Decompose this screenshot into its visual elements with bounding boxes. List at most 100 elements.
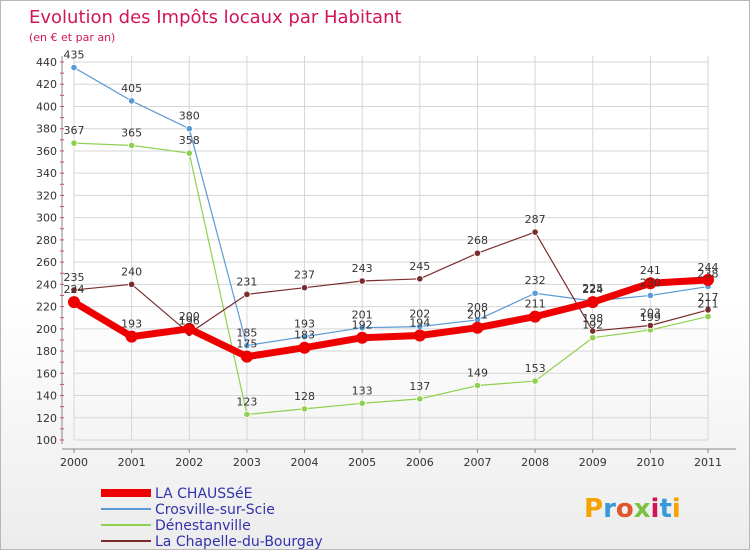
x-tick-label: 2004	[291, 456, 319, 469]
data-label: 202	[409, 308, 430, 321]
data-label: 196	[179, 314, 200, 327]
data-labels: 435 405 380 185 193 201 202 208 232 225 230 238 367 3…	[64, 49, 719, 409]
y-tick-label: 200	[36, 323, 57, 336]
legend: LA CHAUSSéECrosville-sur-ScieDénestanvil…	[101, 486, 323, 550]
legend-label: Dénestanville	[155, 518, 251, 534]
data-label: 211	[525, 298, 546, 311]
data-label: 240	[121, 265, 142, 278]
x-tick-label: 2008	[521, 456, 549, 469]
data-point	[70, 286, 78, 294]
x-tick-label: 2002	[175, 456, 203, 469]
data-label: 268	[467, 234, 488, 247]
data-point	[358, 324, 366, 332]
data-label: 200	[179, 310, 200, 323]
data-point	[68, 296, 80, 309]
data-label: 192	[582, 319, 603, 332]
x-tick-label: 2010	[636, 456, 664, 469]
y-tick-label: 340	[36, 167, 57, 180]
logo-letter: t	[659, 494, 671, 524]
data-label: 198	[582, 312, 603, 325]
data-label: 192	[352, 319, 373, 332]
data-label: 224	[582, 283, 603, 296]
data-point	[529, 310, 542, 323]
x-tick-label: 2009	[579, 456, 607, 469]
data-label: 149	[467, 367, 488, 380]
data-point	[702, 273, 714, 286]
data-point	[416, 275, 424, 283]
data-label: 185	[236, 327, 257, 340]
grid	[73, 56, 709, 441]
data-label: 199	[640, 311, 661, 324]
y-tick-label: 380	[36, 123, 57, 136]
y-tick-label: 100	[36, 434, 57, 447]
y-tick-label: 260	[36, 256, 57, 269]
data-point	[185, 125, 193, 133]
data-label: 203	[640, 306, 661, 319]
data-point	[531, 377, 539, 385]
data-label: 175	[236, 338, 257, 351]
x-tick-label: 2006	[406, 456, 434, 469]
y-tick-label: 440	[36, 56, 57, 69]
data-point	[644, 277, 657, 290]
data-label: 193	[121, 318, 142, 331]
data-label: 243	[352, 262, 373, 275]
legend-label: Crosville-sur-Scie	[155, 502, 275, 518]
data-label: 201	[352, 309, 373, 322]
y-tick-label: 240	[36, 278, 57, 291]
data-point	[531, 228, 539, 236]
data-point	[185, 149, 193, 157]
data-point	[128, 141, 136, 149]
series-line	[73, 66, 709, 347]
data-label: 380	[179, 110, 200, 123]
y-tick-label: 320	[36, 189, 57, 202]
data-point	[243, 290, 251, 298]
proxiti-logo: Proxiti	[584, 494, 681, 524]
data-point	[358, 399, 366, 407]
x-tick-label: 2011	[694, 456, 722, 469]
data-point	[704, 312, 712, 321]
data-point	[298, 341, 311, 354]
y-tick-label: 160	[36, 367, 57, 380]
data-point	[243, 341, 251, 350]
data-point	[589, 334, 597, 342]
data-label: 230	[640, 276, 661, 289]
data-point	[70, 63, 78, 72]
y-tick-label: 220	[36, 301, 57, 314]
data-label: 237	[294, 269, 315, 282]
series-line	[73, 142, 709, 416]
data-label: 238	[698, 268, 719, 281]
data-label: 435	[64, 49, 85, 62]
data-point	[243, 410, 251, 419]
data-label: 183	[294, 329, 315, 342]
data-label: 235	[64, 271, 85, 284]
data-label: 128	[294, 390, 315, 403]
data-point	[240, 350, 253, 363]
legend-label: La Chapelle-du-Bourgay	[155, 534, 323, 550]
data-point	[473, 249, 482, 257]
data-point	[586, 296, 599, 309]
logo-letter: o	[616, 494, 634, 524]
logo-letter: r	[603, 494, 616, 524]
data-point	[589, 327, 597, 335]
data-point	[356, 331, 369, 344]
data-point	[646, 321, 654, 330]
data-point	[646, 291, 654, 300]
data-point	[183, 322, 196, 335]
y-tick-label: 420	[36, 78, 57, 91]
data-label: 201	[467, 309, 488, 322]
series-line	[70, 276, 712, 361]
data-point	[358, 277, 366, 285]
x-tick-label: 2001	[118, 456, 146, 469]
logo-letter: x	[634, 494, 651, 524]
chart-title: Evolution des Impôts locaux par Habitant	[29, 7, 402, 28]
data-label: 244	[698, 261, 719, 274]
data-label: 232	[525, 274, 546, 287]
data-label: 193	[294, 318, 315, 331]
y-tick-label: 120	[36, 412, 57, 425]
y-tick-label: 300	[36, 212, 57, 225]
data-point	[531, 289, 539, 297]
y-tick-label: 280	[36, 234, 57, 247]
logo-letter: i	[672, 494, 681, 524]
